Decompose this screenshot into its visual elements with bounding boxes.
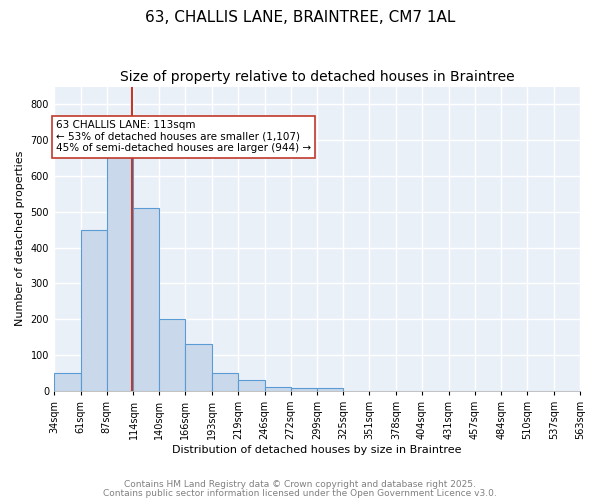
Text: Contains public sector information licensed under the Open Government Licence v3: Contains public sector information licen… [103,488,497,498]
Bar [107,154,133,391]
Bar [160,320,185,391]
Y-axis label: Number of detached properties: Number of detached properties [15,151,25,326]
X-axis label: Distribution of detached houses by size in Braintree: Distribution of detached houses by size … [172,445,462,455]
Bar [290,388,317,391]
Bar [265,388,290,391]
Text: 63 CHALLIS LANE: 113sqm
← 53% of detached houses are smaller (1,107)
45% of semi: 63 CHALLIS LANE: 113sqm ← 53% of detache… [56,120,311,154]
Bar [317,388,343,391]
Bar [185,344,212,391]
Title: Size of property relative to detached houses in Braintree: Size of property relative to detached ho… [119,70,514,84]
Text: Contains HM Land Registry data © Crown copyright and database right 2025.: Contains HM Land Registry data © Crown c… [124,480,476,489]
Bar [133,208,160,391]
Text: 63, CHALLIS LANE, BRAINTREE, CM7 1AL: 63, CHALLIS LANE, BRAINTREE, CM7 1AL [145,10,455,25]
Bar [81,230,107,391]
Bar [238,380,265,391]
Bar [54,373,81,391]
Bar [212,373,238,391]
